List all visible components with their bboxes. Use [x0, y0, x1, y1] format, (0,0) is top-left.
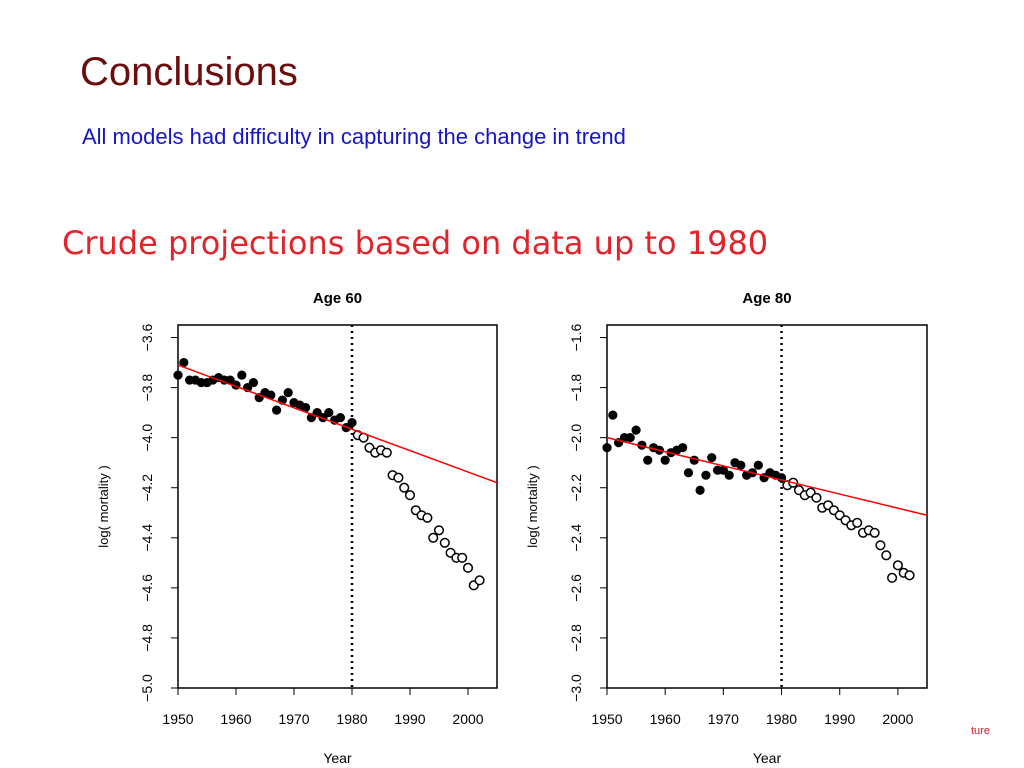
observed-point: [881, 550, 892, 561]
slide-title: Conclusions: [80, 50, 298, 94]
fitted-point: [736, 460, 746, 470]
y-tick-label: −4.0: [139, 424, 155, 452]
x-tick-label: 1950: [162, 711, 193, 727]
slide-subtitle: All models had difficulty in capturing t…: [82, 124, 626, 149]
fitted-point: [695, 485, 705, 495]
observed-point: [892, 560, 903, 571]
x-tick-label: 1980: [766, 711, 797, 727]
y-tick-label: −4.6: [139, 574, 155, 602]
x-tick-label: 1980: [336, 711, 367, 727]
observed-point: [852, 517, 863, 528]
y-tick-label: −3.0: [568, 674, 584, 702]
fitted-point: [347, 418, 357, 428]
observed-point: [904, 570, 915, 581]
observed-point: [404, 490, 416, 501]
fitted-point: [179, 357, 189, 368]
observed-point: [811, 492, 822, 503]
x-tick-label: 1960: [220, 711, 251, 727]
y-tick-label: −1.6: [568, 323, 584, 351]
y-axis-label: log( mortality ): [96, 465, 111, 547]
fitted-point: [283, 387, 293, 398]
fitted-point: [335, 413, 345, 423]
fitted-point: [248, 377, 258, 388]
x-tick-label: 1990: [394, 711, 425, 727]
fitted-point: [266, 390, 276, 400]
x-tick-label: 1970: [278, 711, 309, 727]
footer-text: ture: [971, 725, 990, 737]
fitted-point: [237, 370, 247, 380]
plot-frame: [606, 324, 928, 689]
y-tick-label: −3.8: [139, 374, 155, 402]
observed-point: [439, 537, 450, 548]
observed-point: [457, 552, 468, 563]
x-axis-label: Year: [323, 750, 352, 766]
x-tick-label: 2000: [452, 711, 483, 727]
x-axis-label: Year: [753, 750, 782, 766]
trend-line: [606, 436, 928, 516]
fitted-point: [324, 408, 334, 418]
fitted-point: [683, 468, 694, 478]
fitted-point: [643, 455, 653, 465]
fitted-point: [602, 443, 612, 453]
fitted-point: [678, 443, 688, 453]
observed-point: [428, 532, 439, 543]
fitted-point: [301, 403, 311, 413]
x-tick-label: 2000: [882, 711, 913, 727]
fitted-point: [660, 455, 670, 465]
fitted-point: [631, 425, 641, 435]
y-axis-label: log( mortality ): [525, 465, 540, 547]
observed-point: [433, 525, 445, 536]
y-tick-label: −4.4: [139, 524, 155, 552]
trend-line: [177, 364, 498, 484]
chart-title: Age 60: [313, 290, 362, 307]
observed-point: [399, 482, 410, 493]
y-tick-label: −2.6: [568, 574, 584, 602]
x-tick-label: 1950: [591, 711, 622, 727]
x-tick-label: 1970: [708, 711, 739, 727]
chart-title: Age 80: [742, 290, 791, 307]
observed-point: [875, 540, 886, 551]
observed-point: [422, 512, 433, 523]
y-tick-label: −2.8: [568, 624, 584, 652]
observed-point: [887, 572, 898, 583]
x-tick-label: 1990: [824, 711, 855, 727]
fitted-point: [625, 433, 635, 443]
observed-point: [474, 575, 485, 586]
x-tick-label: 1960: [650, 711, 681, 727]
observed-point: [393, 472, 404, 483]
y-tick-label: −2.2: [568, 474, 584, 502]
fitted-point: [272, 405, 282, 415]
fitted-point: [608, 410, 618, 420]
observed-point: [869, 527, 880, 538]
fitted-point: [724, 470, 734, 480]
y-tick-label: −2.4: [568, 524, 584, 552]
y-tick-label: −4.8: [139, 624, 155, 652]
y-tick-label: −5.0: [139, 674, 155, 702]
chart-panel-age-80: Age 80 1950 1960 1970 1980 1990 2000 −3.0 −2.8 −2…: [525, 290, 928, 766]
y-tick-label: −1.8: [568, 374, 584, 402]
y-tick-label: −3.6: [139, 323, 155, 351]
chart-panel-age-60: Age 60 1950 1960 1970 1980 1990 2000 −5.0 −4.8 −4…: [96, 290, 498, 766]
fitted-point: [173, 370, 183, 380]
fitted-point: [707, 453, 717, 463]
y-tick-label: −2.0: [568, 424, 584, 452]
fitted-point: [637, 440, 647, 450]
plot-frame: [177, 324, 498, 689]
observed-point: [381, 447, 392, 458]
y-tick-label: −4.2: [139, 474, 155, 502]
figure-heading: Crude projections based on data up to 19…: [62, 224, 769, 262]
fitted-point: [701, 470, 711, 480]
fitted-point: [753, 460, 763, 470]
observed-point: [462, 562, 474, 573]
